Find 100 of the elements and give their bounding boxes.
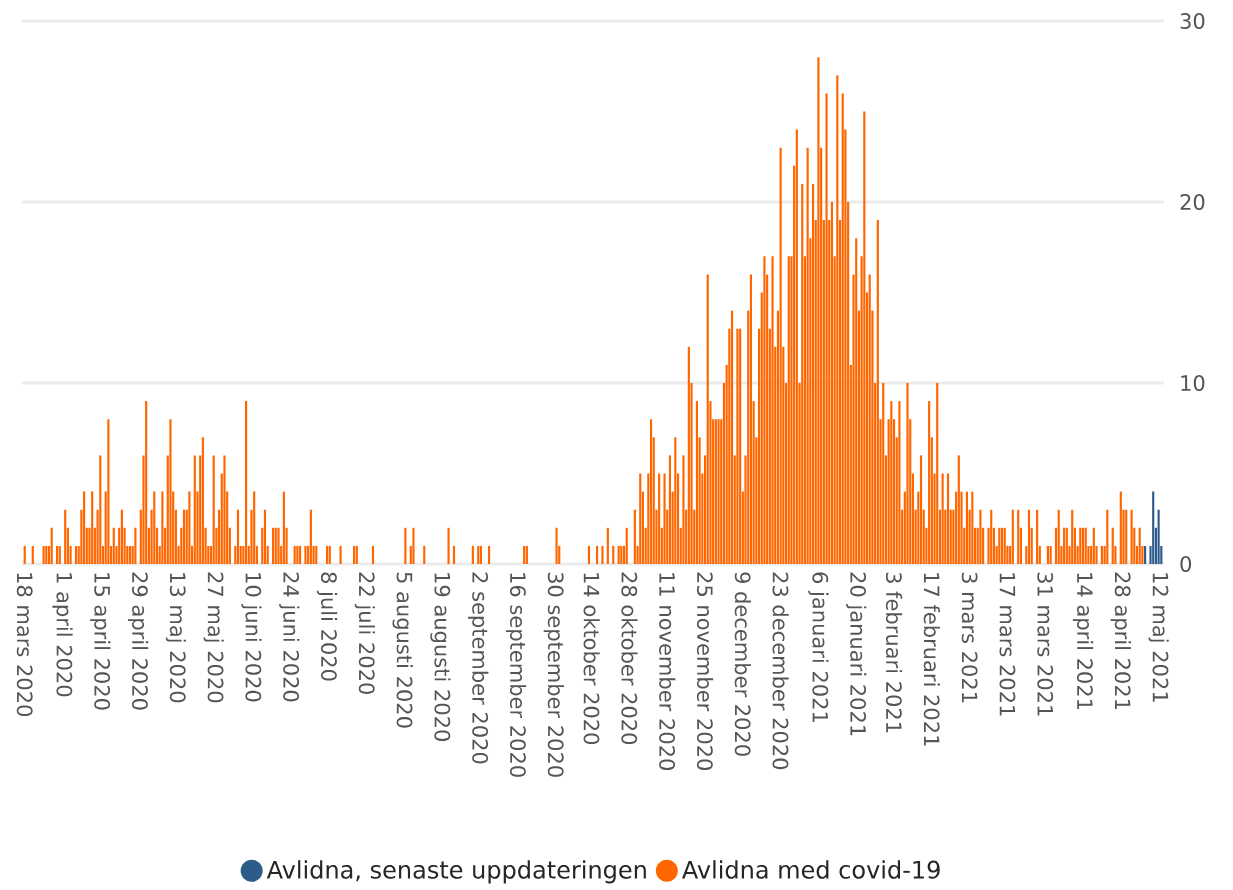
bar [876, 220, 879, 564]
legend-label: Avlidna, senaste uppdateringen [266, 860, 646, 884]
x-tick-label: 2 september 2020 [468, 572, 489, 764]
x-tick-label: 11 november 2020 [659, 573, 676, 770]
bar [806, 147, 809, 564]
bar [601, 545, 604, 564]
bar [1111, 527, 1114, 564]
y-tick-label: 10 [1181, 375, 1205, 391]
bar [717, 419, 720, 564]
bar [946, 473, 950, 564]
bar [371, 545, 375, 564]
bar [998, 527, 1001, 564]
bar [128, 545, 132, 564]
bar [906, 383, 909, 564]
bar [339, 545, 342, 564]
x-tick-label: 12 maj 2021 [1148, 573, 1169, 702]
x-tick-label: 6 januari 2021 [808, 572, 829, 722]
bar [423, 545, 426, 564]
bar [1017, 509, 1020, 564]
bar [23, 545, 26, 564]
bar [663, 473, 666, 564]
bar [412, 527, 415, 564]
bar [245, 401, 248, 564]
x-tick-label: 3 februari 2021 [885, 572, 903, 733]
x-tick-label: 27 maj 2020 [203, 572, 224, 703]
x-tick-label: 14 oktober 2020 [583, 573, 600, 745]
bar [1036, 509, 1039, 564]
x-tick-label: 13 maj 2020 [165, 573, 187, 703]
bar [120, 509, 123, 564]
x-tick-label: 8 juli 2020 [316, 572, 338, 681]
bar [763, 256, 766, 564]
bar [682, 455, 685, 564]
bar [779, 147, 782, 564]
bar [863, 111, 866, 564]
bar [771, 256, 774, 564]
bar [687, 346, 690, 564]
bar [45, 545, 48, 564]
bar [153, 491, 156, 564]
bar [99, 455, 102, 564]
bar [749, 274, 753, 564]
bar [161, 491, 164, 564]
bar [1106, 509, 1109, 564]
bar [479, 545, 483, 564]
bar [1011, 509, 1014, 564]
bar [620, 545, 623, 564]
bar [477, 545, 480, 564]
bar [555, 527, 558, 564]
x-tick-label: 17 mars 2021 [999, 573, 1016, 716]
bar [811, 183, 815, 564]
bar [1079, 527, 1082, 564]
x-tick-label: 9 december 2020 [734, 572, 751, 756]
x-tick-label: 16 september 2020 [505, 573, 527, 777]
bar [957, 455, 960, 564]
bar [706, 274, 709, 564]
bar [64, 509, 67, 564]
x-tick-label: 15 april 2020 [90, 573, 111, 710]
bar [855, 238, 858, 564]
bar [941, 473, 944, 564]
bar [1119, 491, 1122, 564]
bar [223, 455, 226, 564]
bar [633, 509, 636, 564]
bar [1130, 509, 1133, 564]
bar [1000, 527, 1004, 564]
x-tick-label: 1 april 2020 [52, 573, 73, 697]
bar [674, 437, 677, 564]
bar [304, 545, 307, 564]
bar [296, 545, 299, 564]
bar [1157, 509, 1160, 564]
bar [212, 455, 215, 564]
bar [193, 455, 196, 564]
bar [452, 545, 456, 564]
x-tick-label: 3 mars 2021 [961, 572, 978, 703]
bar [668, 455, 672, 564]
bar [169, 419, 172, 564]
bar [188, 491, 191, 564]
x-tick-label: 10 juni 2020 [241, 573, 262, 702]
x-tick-label: 31 mars 2021 [1037, 572, 1054, 716]
bar [315, 545, 318, 564]
bar [91, 491, 94, 564]
x-tick-label: 23 december 2020 [772, 572, 789, 770]
bar [1084, 527, 1087, 564]
bar [1003, 527, 1006, 564]
bar [1092, 527, 1095, 564]
bar [1152, 491, 1155, 564]
y-tick-label: 20 [1180, 194, 1205, 210]
bar [595, 545, 599, 564]
bar [201, 437, 204, 564]
bar [606, 527, 609, 564]
bar [50, 527, 53, 564]
bar [31, 545, 34, 564]
x-tick-label: 25 november 2020 [696, 572, 714, 770]
bar [112, 527, 115, 564]
bar [83, 491, 86, 564]
x-tick-label: 19 augusti 2020 [430, 573, 451, 741]
bar [898, 401, 901, 564]
x-tick-label: 29 april 2020 [127, 572, 149, 710]
bar [1049, 545, 1052, 564]
bar [236, 509, 240, 564]
legend-label: Avlidna med covid-19 [682, 860, 940, 879]
x-tick-label: 24 juni 2020 [279, 572, 300, 702]
